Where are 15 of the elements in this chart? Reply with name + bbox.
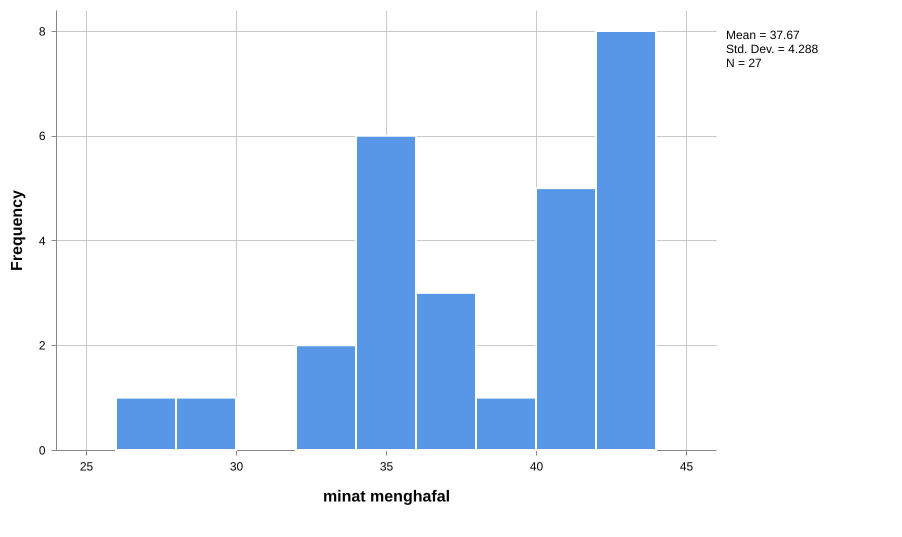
y-tick-label: 8 <box>38 24 46 38</box>
x-tick-label: 25 <box>80 460 94 474</box>
x-tick-label: 40 <box>530 460 544 474</box>
x-axis-title: minat menghafal <box>322 488 450 506</box>
text: Mean = 37.67 <box>726 28 800 42</box>
x-tick-label: 30 <box>230 460 244 474</box>
y-tick-label: 4 <box>38 234 46 248</box>
text: N = 27 <box>726 56 762 70</box>
y-tick-label: 6 <box>38 129 46 144</box>
x-tick-label: 35 <box>380 460 394 474</box>
y-tick-label: 0 <box>38 444 46 458</box>
y-axis-title: Frequency <box>8 190 26 271</box>
y-tick-label: 2 <box>38 338 46 353</box>
x-tick-label: 45 <box>680 460 694 474</box>
text: Std. Dev. = 4.288 <box>726 42 818 56</box>
